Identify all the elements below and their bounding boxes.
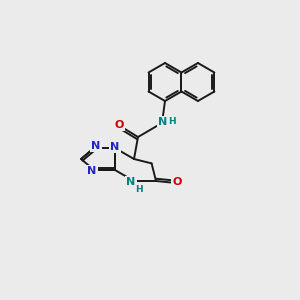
Text: O: O (172, 177, 182, 187)
Text: N: N (92, 141, 101, 151)
Text: H: H (168, 118, 176, 127)
Text: N: N (110, 142, 120, 152)
Text: N: N (87, 166, 97, 176)
Text: N: N (126, 177, 136, 187)
Text: H: H (135, 185, 143, 194)
Text: N: N (158, 117, 168, 127)
Text: O: O (114, 120, 124, 130)
